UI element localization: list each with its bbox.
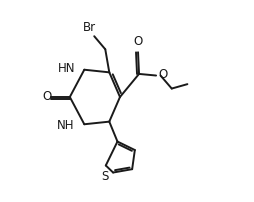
Text: Br: Br <box>83 21 96 34</box>
Text: O: O <box>42 90 52 103</box>
Text: HN: HN <box>58 62 75 75</box>
Text: O: O <box>133 35 143 48</box>
Text: S: S <box>101 170 108 183</box>
Text: NH: NH <box>57 119 75 132</box>
Text: O: O <box>159 68 168 81</box>
